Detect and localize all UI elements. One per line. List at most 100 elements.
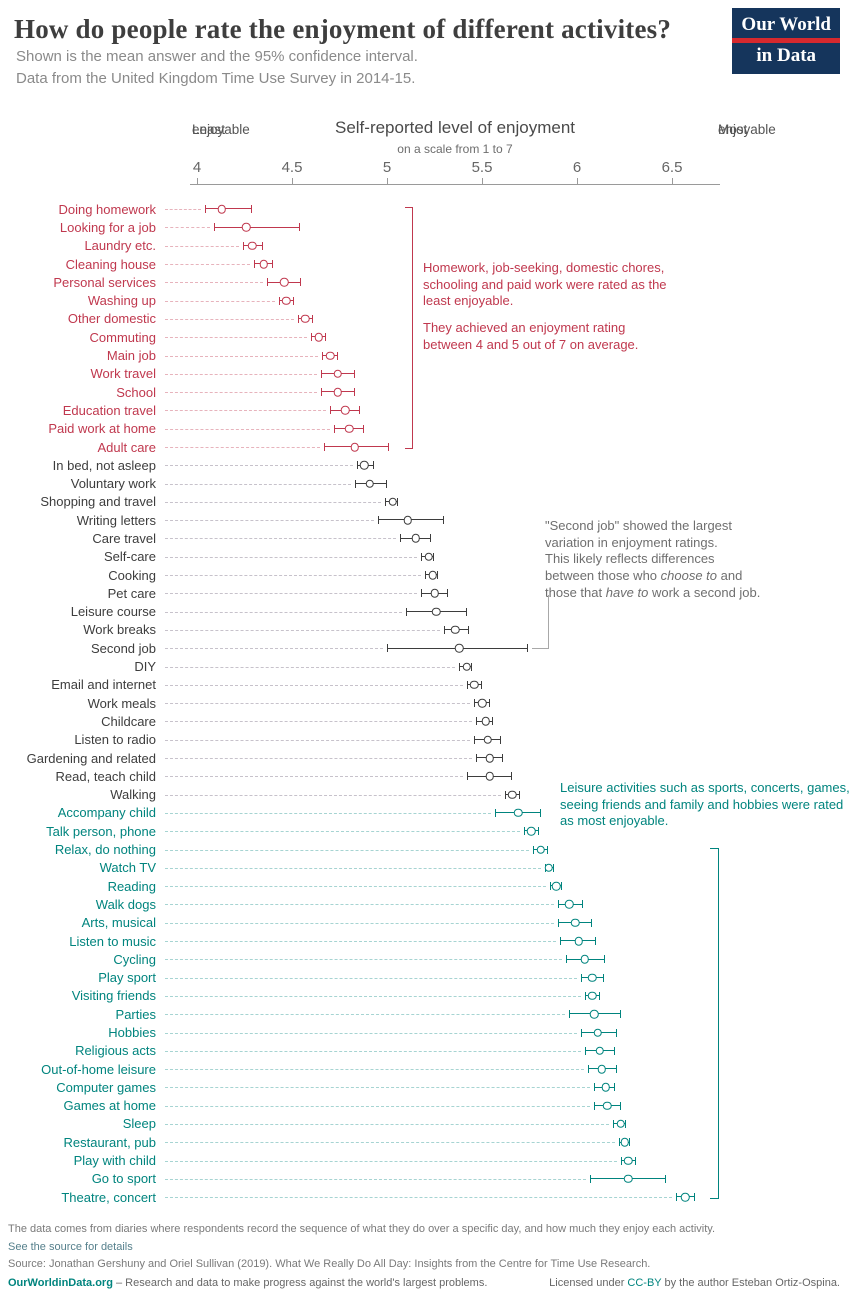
activity-row: Games at home: [0, 1097, 850, 1115]
leader-dashed-line: [165, 1197, 672, 1199]
activity-row: Watch TV: [0, 859, 850, 877]
leader-dashed-line: [165, 611, 402, 613]
activity-row: Go to sport: [0, 1170, 850, 1188]
leader-dashed-line: [165, 209, 201, 211]
activity-row: Laundry etc.: [0, 237, 850, 255]
mean-marker: [481, 717, 491, 726]
activity-label: Paid work at home: [48, 421, 156, 437]
activity-label: Childcare: [101, 713, 156, 729]
license-cc-by-link[interactable]: CC-BY: [627, 1277, 662, 1290]
axis-tick-mark: [197, 178, 198, 185]
owid-site-link[interactable]: OurWorldinData.org: [8, 1277, 113, 1290]
chart-header: How do people rate the enjoyment of diff…: [0, 0, 850, 112]
mean-marker: [403, 515, 413, 525]
axis-tick-label: 5.5: [471, 159, 493, 176]
activity-row: Pet care: [0, 584, 850, 602]
activity-row: Listen to music: [0, 932, 850, 950]
activity-label: Arts, musical: [81, 915, 156, 931]
axis-tick-mark: [577, 178, 578, 185]
leader-dashed-line: [165, 1142, 615, 1144]
mean-marker: [624, 1174, 633, 1184]
activity-label: Listen to radio: [74, 732, 156, 748]
activity-label: Walk dogs: [95, 896, 156, 912]
mean-marker: [570, 918, 580, 927]
activity-label: Laundry etc.: [84, 238, 156, 254]
leader-dashed-line: [165, 1105, 591, 1107]
activity-label: Read, teach child: [55, 768, 156, 784]
axis-tick-mark: [292, 178, 293, 185]
activity-row: Visiting friends: [0, 987, 850, 1005]
leader-dashed-line: [165, 1178, 587, 1180]
activity-label: Accompany child: [57, 805, 156, 821]
leader-dashed-line: [165, 392, 317, 394]
leader-dashed-line: [165, 410, 326, 412]
activity-row: Reading: [0, 877, 850, 895]
leader-dashed-line: [165, 373, 317, 375]
activity-label: Out-of-home leisure: [41, 1061, 156, 1077]
activity-label: Adult care: [97, 439, 156, 455]
activity-row: Childcare: [0, 712, 850, 730]
mean-marker: [587, 973, 597, 982]
leader-dashed-line: [165, 1160, 617, 1162]
activity-label: Work breaks: [83, 622, 156, 638]
leader-dashed-line: [165, 282, 264, 284]
activity-row: Care travel: [0, 529, 850, 547]
activity-label: Visiting friends: [71, 988, 156, 1004]
leader-dashed-line: [165, 538, 397, 540]
mean-marker: [388, 497, 397, 507]
mean-marker: [428, 570, 437, 580]
leader-dashed-line: [165, 501, 382, 503]
activity-label: Work travel: [90, 366, 157, 382]
confidence-interval-bar: [204, 205, 253, 214]
activity-row: Gardening and related: [0, 749, 850, 767]
see-source-link[interactable]: See the source for details: [8, 1240, 133, 1253]
axis-tick-mark: [672, 178, 673, 185]
mean-marker: [424, 552, 434, 562]
activity-label: Personal services: [53, 274, 156, 290]
mean-marker: [259, 259, 268, 269]
footer-license: Licensed under CC-BY by the author Esteb…: [549, 1276, 840, 1290]
activity-label: Watch TV: [99, 860, 156, 876]
activity-row: Listen to radio: [0, 731, 850, 749]
activity-label: Theatre, concert: [61, 1189, 156, 1205]
activity-label: Parties: [115, 1006, 156, 1022]
mean-marker: [432, 607, 441, 616]
leader-dashed-line: [165, 483, 351, 485]
footer-bottom-row: OurWorldinData.org – Research and data t…: [8, 1276, 840, 1290]
activity-row: Theatre, concert: [0, 1188, 850, 1206]
activity-row: Cycling: [0, 950, 850, 968]
leader-dashed-line: [165, 977, 577, 979]
leader-dashed-line: [165, 629, 440, 631]
activity-label: Other domestic: [67, 311, 156, 327]
mean-marker: [485, 753, 494, 763]
activity-label: Voluntary work: [70, 476, 156, 492]
activity-row: Walk dogs: [0, 895, 850, 913]
axis-tick-mark: [482, 178, 483, 185]
chart-footer: The data comes from diaries where respon…: [0, 1206, 850, 1290]
activity-label: Writing letters: [76, 512, 156, 528]
logo-red-stripe: [732, 37, 840, 43]
footer-note: The data comes from diaries where respon…: [8, 1223, 716, 1236]
activity-row: Washing up: [0, 291, 850, 309]
activity-label: School: [116, 384, 156, 400]
activity-label: Email and internet: [51, 677, 156, 693]
leader-dashed-line: [165, 300, 275, 302]
activity-label: Pet care: [107, 585, 156, 601]
mean-marker: [217, 204, 226, 214]
activity-row: Play with child: [0, 1151, 850, 1169]
mean-marker: [551, 881, 561, 891]
activity-row: Out-of-home leisure: [0, 1060, 850, 1078]
activity-row: Personal services: [0, 273, 850, 291]
leader-dashed-line: [165, 776, 463, 778]
leader-dashed-line: [165, 1050, 581, 1052]
mean-marker: [454, 644, 464, 653]
activity-row: School: [0, 383, 850, 401]
activity-label: Gardening and related: [26, 750, 156, 766]
activity-row: Work travel: [0, 365, 850, 383]
license-post: by the author Esteban Ortiz-Ospina.: [661, 1277, 841, 1290]
leader-dashed-line: [165, 1032, 577, 1034]
activity-label: Cleaning house: [65, 256, 156, 272]
owid-logo[interactable]: Our World in Data: [732, 8, 840, 74]
leader-dashed-line: [165, 831, 520, 833]
mean-marker: [624, 1156, 633, 1165]
